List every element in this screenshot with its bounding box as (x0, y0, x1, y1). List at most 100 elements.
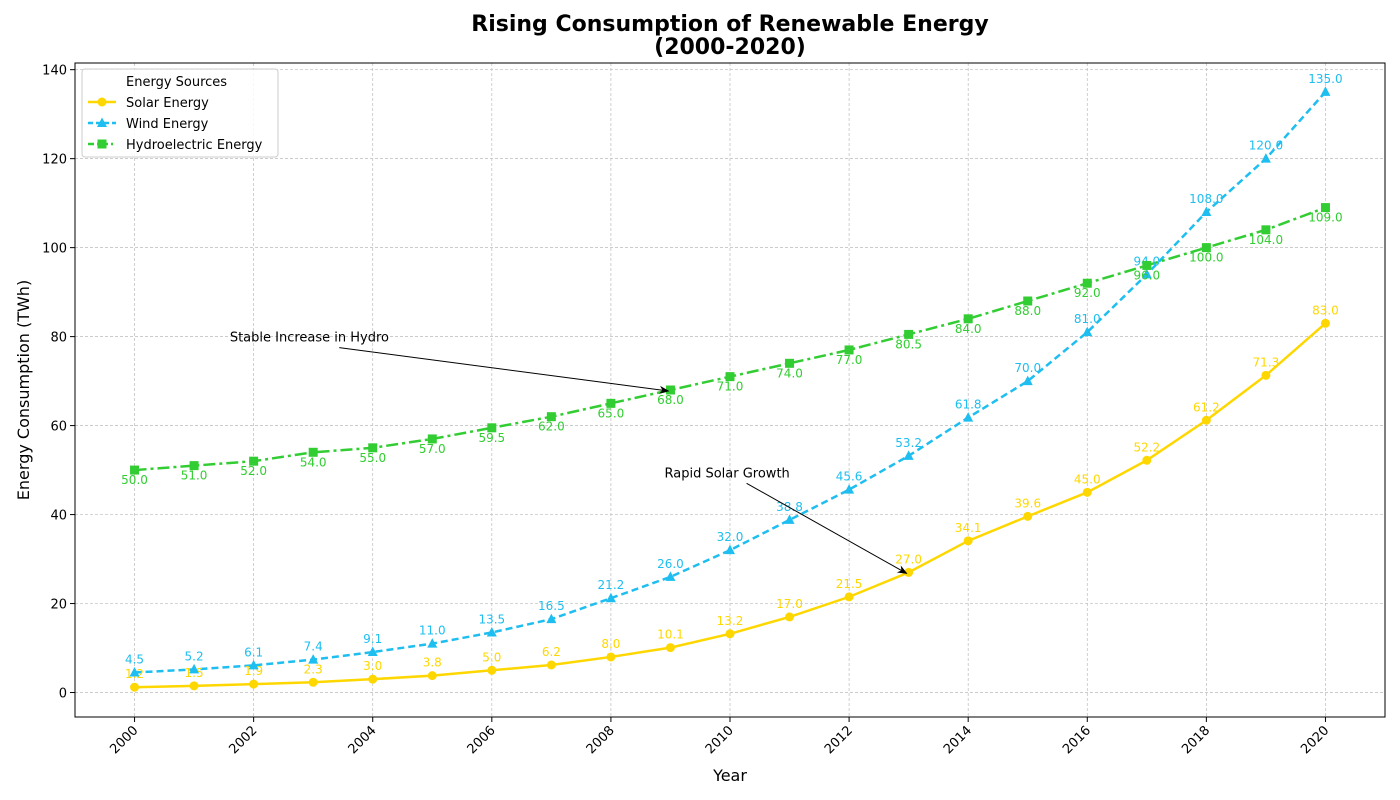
data-point (1142, 260, 1152, 270)
data-point (785, 612, 795, 622)
data-label: 50.0 (121, 473, 148, 487)
legend-label: Solar Energy (126, 96, 209, 111)
data-label: 135.0 (1308, 72, 1342, 86)
data-label: 61.8 (955, 398, 982, 412)
data-point (665, 385, 675, 395)
data-point (1260, 153, 1271, 163)
data-label: 39.6 (1014, 496, 1041, 510)
x-tick-label: 2006 (465, 723, 499, 757)
series-layer: 1.21.51.92.33.03.85.06.28.010.113.217.02… (121, 72, 1343, 692)
y-tick-label: 140 (42, 64, 67, 79)
data-point (1201, 415, 1211, 425)
data-label: 71.3 (1253, 355, 1280, 369)
data-label: 54.0 (300, 455, 327, 469)
data-point (605, 592, 616, 603)
legend-label: Hydroelectric Energy (126, 138, 263, 153)
data-point (129, 667, 140, 677)
data-point (427, 434, 437, 444)
data-point (368, 443, 378, 453)
legend-title: Energy Sources (126, 75, 227, 90)
data-point (130, 682, 140, 692)
data-label: 2.3 (304, 662, 323, 676)
data-point (308, 677, 318, 687)
data-label: 3.8 (423, 656, 442, 670)
data-point (546, 412, 556, 422)
data-point (308, 654, 319, 664)
data-label: 6.1 (244, 645, 263, 659)
data-point (903, 450, 914, 460)
data-label: 109.0 (1308, 211, 1342, 225)
data-label: 52.2 (1133, 440, 1160, 454)
y-axis-label: Energy Consumption (TWh) (14, 280, 33, 500)
data-label: 53.2 (895, 436, 922, 450)
data-label: 11.0 (419, 624, 446, 638)
data-label: 74.0 (776, 366, 803, 380)
data-label: 8.0 (601, 637, 620, 651)
data-point (1261, 225, 1271, 235)
x-tick-label: 2010 (703, 723, 737, 757)
data-label: 120.0 (1249, 139, 1283, 153)
data-label: 65.0 (598, 406, 625, 420)
plot-frame (74, 62, 1386, 718)
data-label: 21.2 (598, 578, 625, 592)
data-label: 81.0 (1074, 312, 1101, 326)
data-label: 108.0 (1189, 192, 1223, 206)
data-point (785, 358, 795, 368)
legend: Energy Sources Solar Energy Wind Energy Hyd… (81, 68, 279, 158)
annotation-text: Stable Increase in Hydro (230, 331, 389, 346)
legend-box (81, 68, 279, 158)
x-tick-label: 2002 (226, 723, 260, 757)
data-label: 57.0 (419, 442, 446, 456)
data-label: 84.0 (955, 322, 982, 336)
legend-label: Wind Energy (126, 117, 209, 132)
data-point (665, 643, 675, 653)
data-label: 80.5 (895, 337, 922, 351)
data-point (665, 571, 676, 581)
data-point (725, 629, 735, 639)
data-label: 13.2 (717, 614, 744, 628)
data-point (249, 456, 259, 466)
data-label: 32.0 (717, 530, 744, 544)
data-label: 88.0 (1014, 304, 1041, 318)
data-point (844, 592, 854, 602)
data-label: 17.0 (776, 597, 803, 611)
data-point (1320, 86, 1331, 96)
data-point (486, 626, 497, 637)
data-label: 1.9 (244, 664, 263, 678)
data-point (784, 514, 795, 524)
data-point (1320, 318, 1330, 328)
data-point (1142, 455, 1152, 465)
data-label: 62.0 (538, 420, 565, 434)
data-label: 9.1 (363, 632, 382, 646)
data-point (1023, 296, 1033, 306)
data-point (963, 412, 974, 422)
chart-title: Rising Consumption of Renewable Energy (471, 12, 988, 37)
y-tick-label: 60 (50, 420, 67, 435)
data-point (249, 679, 259, 689)
data-point (546, 660, 556, 670)
data-point (97, 117, 107, 127)
data-label: 21.5 (836, 577, 863, 591)
y-tick-label: 20 (50, 598, 67, 613)
data-point (1022, 375, 1033, 386)
data-label: 100.0 (1189, 251, 1223, 265)
data-label: 61.2 (1193, 400, 1220, 414)
data-label: 70.0 (1014, 361, 1041, 375)
data-point (725, 544, 735, 555)
data-label: 104.0 (1249, 233, 1283, 247)
data-label: 92.0 (1074, 286, 1101, 300)
data-point (963, 536, 973, 546)
data-label: 26.0 (657, 557, 684, 571)
data-point (1320, 203, 1330, 213)
y-tick-label: 40 (50, 509, 67, 524)
data-point (189, 663, 200, 674)
data-label: 3.0 (363, 659, 382, 673)
data-point (1023, 511, 1033, 521)
data-label: 7.4 (304, 640, 323, 654)
data-point (368, 674, 378, 684)
chart-subtitle: (2000-2020) (654, 35, 806, 60)
data-label: 51.0 (181, 469, 208, 483)
data-label: 5.0 (482, 650, 501, 664)
data-label: 4.5 (125, 653, 144, 667)
data-point (1082, 487, 1092, 497)
